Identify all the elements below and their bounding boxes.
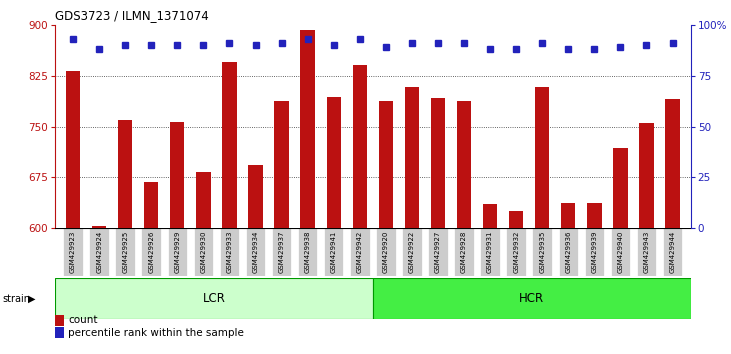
Text: LCR: LCR [202,292,225,305]
Text: GSM429938: GSM429938 [305,231,311,273]
Bar [92,225,106,228]
Bar [535,87,550,228]
FancyBboxPatch shape [64,228,83,276]
Text: GSM429931: GSM429931 [487,231,493,273]
FancyBboxPatch shape [402,228,422,276]
Text: GSM429944: GSM429944 [670,231,675,273]
FancyBboxPatch shape [376,228,395,276]
FancyBboxPatch shape [454,228,474,276]
Bar [405,87,419,228]
FancyBboxPatch shape [194,228,213,276]
FancyBboxPatch shape [115,228,135,276]
Text: count: count [68,315,97,325]
FancyBboxPatch shape [428,228,448,276]
FancyBboxPatch shape [532,228,552,276]
Text: GSM429920: GSM429920 [383,231,389,273]
Text: GSM429941: GSM429941 [330,231,337,273]
Text: ▶: ▶ [28,294,35,304]
FancyBboxPatch shape [89,228,109,276]
FancyBboxPatch shape [220,228,239,276]
FancyBboxPatch shape [558,228,578,276]
Bar [373,278,691,319]
Bar [196,172,211,228]
Text: GSM429928: GSM429928 [461,231,467,273]
Text: GSM429929: GSM429929 [174,231,181,273]
Text: HCR: HCR [519,292,545,305]
Bar [55,278,373,319]
Text: percentile rank within the sample: percentile rank within the sample [68,328,244,338]
Text: GSM429943: GSM429943 [643,231,649,273]
Bar [431,98,445,228]
Text: GSM429936: GSM429936 [565,231,572,273]
FancyBboxPatch shape [246,228,265,276]
Bar [587,202,602,228]
FancyBboxPatch shape [663,228,682,276]
FancyBboxPatch shape [507,228,526,276]
Bar [66,71,80,228]
Text: GSM429935: GSM429935 [539,231,545,273]
Text: GSM429924: GSM429924 [96,231,102,273]
FancyBboxPatch shape [298,228,317,276]
Bar [222,62,237,228]
Bar [613,148,628,228]
Text: GSM429934: GSM429934 [252,231,259,273]
Text: GSM429940: GSM429940 [618,231,624,273]
FancyBboxPatch shape [585,228,604,276]
Bar [665,99,680,228]
Text: GSM429922: GSM429922 [409,231,415,273]
Bar [640,123,654,228]
Bar [300,29,315,228]
Bar [379,102,393,228]
Text: GSM429937: GSM429937 [279,231,284,273]
Text: GSM429930: GSM429930 [200,231,206,273]
Text: GSM429925: GSM429925 [122,231,128,273]
Bar [144,182,159,228]
FancyBboxPatch shape [272,228,292,276]
Bar [457,102,471,228]
FancyBboxPatch shape [324,228,344,276]
Bar [509,211,523,228]
Text: GSM429939: GSM429939 [591,231,597,273]
Bar [170,122,184,228]
Bar [327,97,341,228]
Text: GDS3723 / ILMN_1371074: GDS3723 / ILMN_1371074 [55,9,208,22]
FancyBboxPatch shape [350,228,370,276]
Text: strain: strain [2,294,30,304]
Bar [483,204,497,228]
FancyBboxPatch shape [480,228,500,276]
FancyBboxPatch shape [610,228,630,276]
Text: GSM429932: GSM429932 [513,231,519,273]
Bar [352,65,367,228]
Text: GSM429927: GSM429927 [435,231,441,273]
Bar [249,165,262,228]
FancyBboxPatch shape [142,228,161,276]
FancyBboxPatch shape [637,228,656,276]
Text: GSM429926: GSM429926 [148,231,154,273]
Text: GSM429923: GSM429923 [70,231,76,273]
Text: GSM429933: GSM429933 [227,231,232,273]
Bar [274,102,289,228]
Bar [118,120,132,228]
FancyBboxPatch shape [167,228,187,276]
Text: GSM429942: GSM429942 [357,231,363,273]
Bar [561,203,575,228]
